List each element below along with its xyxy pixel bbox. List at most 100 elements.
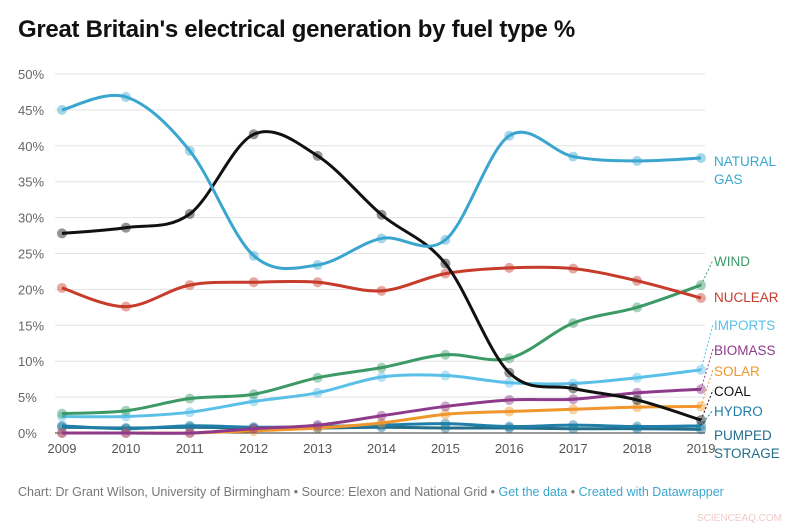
x-tick-label: 2018	[623, 441, 652, 456]
data-point	[248, 277, 259, 288]
separator: •	[290, 485, 302, 499]
data-point	[184, 280, 195, 291]
data-point	[248, 423, 259, 434]
data-point	[184, 420, 195, 431]
data-point	[632, 302, 643, 313]
data-point	[440, 258, 451, 269]
data-point	[568, 263, 579, 274]
data-point	[504, 367, 515, 378]
y-tick-label: 5%	[18, 390, 37, 405]
data-point	[57, 420, 67, 431]
data-point	[632, 155, 643, 166]
data-point	[120, 222, 131, 233]
data-point	[57, 408, 67, 419]
label-connector	[700, 259, 714, 286]
data-point	[440, 234, 451, 245]
data-point	[632, 372, 643, 383]
label-connector	[700, 409, 714, 427]
data-point	[696, 153, 706, 164]
y-tick-label: 10%	[18, 354, 44, 369]
data-point	[312, 372, 323, 383]
series-label: IMPORTS	[714, 318, 775, 333]
data-point	[184, 407, 195, 418]
data-point	[376, 410, 387, 421]
line-chart: 0% 5% 10% 15% 20% 25% 30% 35% 40% 45% 50% 2009 2010 2…	[18, 67, 780, 461]
data-point	[120, 411, 131, 422]
separator: •	[487, 485, 499, 499]
get-data-link[interactable]: Get the data	[498, 485, 568, 499]
series-label: NATURAL	[714, 154, 777, 169]
data-point	[120, 91, 131, 102]
data-point	[248, 129, 259, 140]
datawrapper-link[interactable]: Created with Datawrapper	[578, 485, 724, 499]
footer: Chart: Dr Grant Wilson, University of Bi…	[18, 485, 724, 499]
x-tick-label: 2009	[48, 441, 77, 456]
series-line	[61, 265, 702, 309]
series-label: PUMPED	[714, 428, 772, 443]
data-point	[312, 420, 323, 431]
x-tick-label: 2012	[239, 441, 268, 456]
series-line	[61, 94, 702, 271]
data-point	[632, 275, 643, 286]
data-point	[568, 383, 579, 394]
y-tick-label: 40%	[18, 139, 44, 154]
data-point	[568, 151, 579, 162]
data-point	[504, 377, 515, 388]
data-point	[568, 318, 579, 329]
data-point	[632, 394, 643, 405]
y-tick-label: 0%	[18, 426, 37, 441]
x-tick-label: 2014	[367, 441, 396, 456]
x-tick-label: 2016	[495, 441, 524, 456]
data-point	[504, 130, 515, 141]
data-point	[440, 409, 451, 420]
x-tick-label: 2010	[111, 441, 140, 456]
data-point	[57, 428, 67, 438]
series-label: BIOMASS	[714, 343, 776, 358]
x-tick-label: 2015	[431, 441, 460, 456]
data-point	[184, 209, 195, 220]
series-label: COAL	[714, 384, 751, 399]
y-tick-label: 15%	[18, 318, 44, 333]
y-tick-label: 45%	[18, 103, 44, 118]
data-point	[312, 277, 323, 288]
data-point	[696, 293, 706, 304]
y-tick-label: 50%	[18, 67, 44, 82]
data-point	[568, 378, 579, 389]
label-connector	[700, 389, 714, 421]
data-point	[120, 428, 131, 438]
data-point	[440, 349, 451, 360]
data-point	[120, 423, 131, 434]
label-connector	[700, 348, 714, 390]
data-point	[504, 406, 515, 417]
data-point	[57, 282, 67, 293]
y-tick-label: 30%	[18, 211, 44, 226]
series-label: GAS	[714, 172, 743, 187]
data-point	[440, 401, 451, 412]
credit: Chart: Dr Grant Wilson, University of Bi…	[18, 485, 291, 499]
data-point	[120, 301, 131, 312]
data-point	[504, 394, 515, 405]
data-point	[184, 145, 195, 156]
data-point	[184, 393, 195, 404]
series-label: STORAGE	[714, 446, 780, 461]
data-point	[440, 268, 451, 279]
chart-title: Great Britain's electrical generation by…	[18, 16, 575, 43]
y-tick-label: 35%	[18, 175, 44, 190]
watermark: SCIENCEAQ.COM	[696, 513, 782, 524]
data-point	[376, 417, 387, 428]
x-tick-label: 2019	[687, 441, 716, 456]
series-line	[61, 368, 702, 419]
data-point	[504, 262, 515, 273]
data-point	[376, 362, 387, 373]
series-line	[61, 387, 702, 435]
x-tick-label: 2013	[303, 441, 332, 456]
y-tick-label: 25%	[18, 247, 44, 262]
data-point	[632, 387, 643, 398]
data-point	[312, 150, 323, 161]
data-point	[568, 394, 579, 405]
data-point	[632, 402, 643, 413]
data-point	[504, 353, 515, 364]
data-point	[440, 370, 451, 381]
data-point	[376, 233, 387, 244]
series-label: WIND	[714, 254, 750, 269]
